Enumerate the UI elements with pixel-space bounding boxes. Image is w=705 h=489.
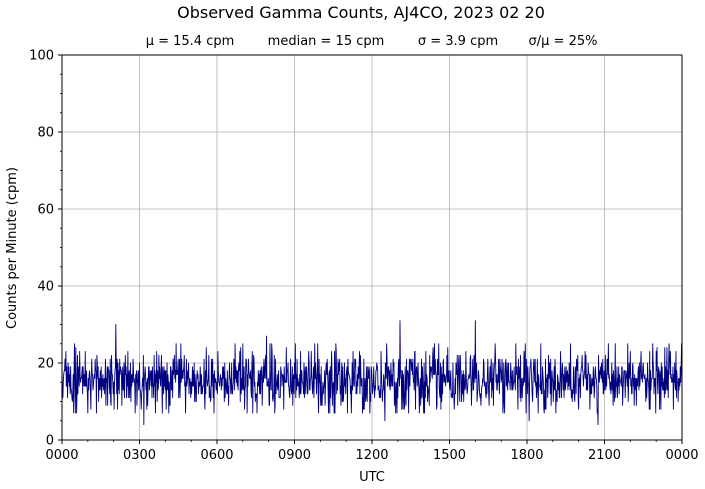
x-axis-label: UTC [359,470,385,485]
x-tick-label: 1500 [433,448,466,463]
chart-title: Observed Gamma Counts, AJ4CO, 2023 02 20 [177,3,545,22]
y-tick-label: 40 [37,280,54,295]
series-layer [61,320,683,426]
x-tick-label: 0600 [200,448,233,463]
subtitle-ratio: σ/μ = 25% [529,34,598,49]
y-tick-label: 60 [37,203,54,218]
subtitle-sigma: σ = 3.9 cpm [418,34,498,49]
x-tick-label: 0000 [665,448,698,463]
y-tick-label: 80 [37,126,54,141]
grid-lines [62,55,682,440]
x-tick-label: 0000 [45,448,78,463]
axis-ticks: 0000 0300 0600 0900 1200 1500 1800 2100 00000204… [29,49,698,464]
x-tick-label: 1200 [355,448,388,463]
y-axis-label: Counts per Minute (cpm) [5,167,20,329]
x-tick-label: 0300 [123,448,156,463]
y-tick-label: 0 [46,434,54,449]
gamma-count-line [61,320,683,426]
subtitle-mean: μ = 15.4 cpm [146,34,235,49]
subtitle-median: median = 15 cpm [268,34,385,49]
y-tick-label: 20 [37,357,54,372]
x-tick-label: 1800 [510,448,543,463]
x-tick-label: 0900 [278,448,311,463]
x-tick-label: 2100 [588,448,621,463]
y-tick-label: 100 [29,49,54,64]
